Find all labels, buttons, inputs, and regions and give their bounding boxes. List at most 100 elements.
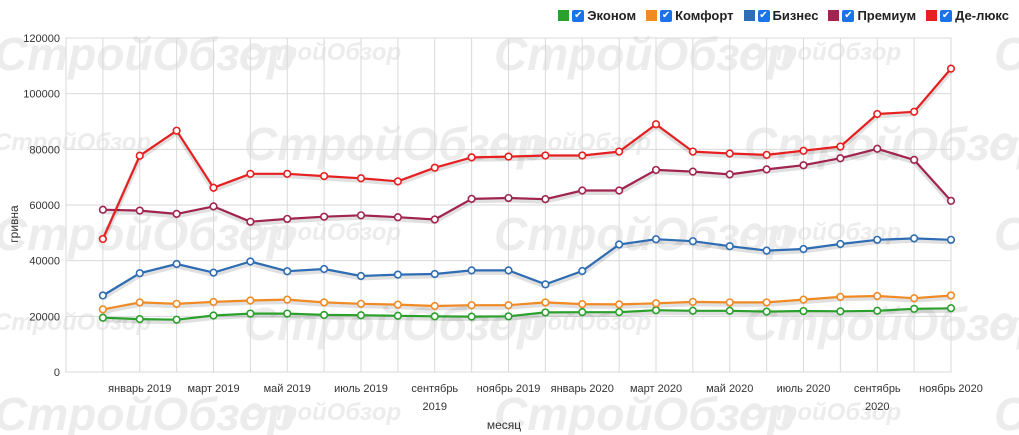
data-point (615, 186, 624, 195)
checkbox-checked-icon[interactable]: ✔ (940, 9, 953, 22)
data-point (688, 237, 697, 246)
watermark-text: СтройОбзор (0, 28, 295, 80)
data-point (209, 311, 218, 320)
y-axis: 0 20000 40000 60000 80000 100000 120000 (23, 33, 60, 379)
data-point (393, 213, 402, 222)
legend: ✔ Эконом ✔ Комфорт ✔ Бизнес ✔ Премиум ✔ … (558, 8, 1009, 23)
data-point (98, 205, 107, 214)
legend-item-biznes[interactable]: ✔ Бизнес (743, 8, 818, 23)
data-point (393, 177, 402, 186)
data-point (98, 313, 107, 322)
checkbox-checked-icon[interactable]: ✔ (572, 9, 585, 22)
watermark-text: СтройОбзор (494, 309, 651, 336)
x-tick-label: январь 2019 (108, 383, 171, 395)
grid-lines (65, 37, 952, 373)
data-point (651, 235, 661, 244)
legend-swatch (828, 10, 840, 21)
data-point (246, 296, 255, 305)
data-point (578, 266, 587, 276)
data-point (873, 144, 882, 153)
legend-swatch (926, 10, 938, 21)
data-point (688, 147, 697, 156)
data-point (209, 202, 218, 211)
series-line (102, 307, 952, 321)
y-tick-label: 40000 (29, 256, 60, 268)
data-point (541, 308, 550, 317)
watermark-text: СтройОбзор (494, 388, 795, 435)
watermark-text: СтройОбзор (994, 309, 1019, 336)
data-point (356, 271, 366, 281)
legend-item-ekonom[interactable]: ✔ Эконом (558, 8, 636, 23)
x-tick-label: март 2019 (187, 383, 239, 395)
y-tick-label: 60000 (29, 200, 60, 212)
data-point (283, 169, 292, 178)
legend-item-premium[interactable]: ✔ Премиум (828, 8, 916, 23)
legend-item-de-lux[interactable]: ✔ Де-люкс (926, 8, 1009, 23)
legend-label: Комфорт (675, 8, 734, 23)
data-point (172, 126, 181, 135)
data-point (135, 269, 144, 278)
legend-item-komfort[interactable]: ✔ Комфорт (646, 8, 734, 23)
watermark-text: СтройОбзор (994, 388, 1019, 435)
data-point (615, 300, 624, 309)
checkbox-checked-icon[interactable]: ✔ (842, 9, 855, 22)
series-Премиум (98, 144, 956, 227)
data-point (578, 308, 587, 317)
y-tick-label: 120000 (23, 33, 60, 45)
data-point (430, 163, 439, 172)
watermark-text: СтройОбзор (494, 208, 795, 260)
data-point (504, 301, 513, 310)
series-line (101, 67, 952, 240)
data-point (320, 212, 329, 221)
data-point (467, 153, 476, 162)
data-point (356, 311, 366, 320)
y-tick-label: 80000 (29, 144, 60, 156)
checkbox-checked-icon[interactable]: ✔ (660, 9, 673, 22)
data-point (504, 152, 513, 161)
data-point (135, 206, 144, 215)
data-point (688, 297, 697, 306)
series-Эконом (98, 304, 956, 325)
data-point (246, 169, 255, 178)
data-point (836, 292, 845, 301)
legend-swatch (558, 10, 570, 21)
data-point (762, 298, 771, 307)
series-line-shadow (102, 295, 952, 314)
watermark-text: СтройОбзор (244, 399, 401, 426)
data-point (873, 306, 882, 315)
data-point (283, 267, 292, 276)
data-point (688, 306, 697, 315)
data-point (578, 299, 587, 309)
data-point (283, 309, 292, 318)
data-point (430, 301, 439, 311)
x-tick-label: сентябрь (411, 383, 458, 395)
watermark-text: СтройОбзор (0, 208, 295, 260)
data-point (356, 211, 366, 220)
data-point (651, 299, 661, 308)
watermark-text: СтройОбзор (744, 298, 1019, 350)
x-tick-label: март 2020 (630, 383, 682, 395)
data-point (762, 150, 771, 159)
checkbox-checked-icon[interactable]: ✔ (757, 9, 770, 22)
data-point (135, 151, 144, 160)
data-point (467, 266, 476, 275)
data-point (651, 306, 661, 315)
data-point (651, 165, 661, 175)
data-point (946, 291, 956, 300)
x-tick-label: июль 2020 (777, 383, 831, 395)
legend-label: Премиум (857, 8, 917, 23)
series-line-shadow (102, 307, 952, 325)
data-point (836, 307, 845, 316)
data-point (725, 306, 734, 315)
watermark-text: СтройОбзор (244, 219, 401, 246)
data-point (320, 298, 329, 307)
data-point (393, 311, 402, 320)
data-point (910, 234, 919, 243)
data-point (393, 300, 402, 309)
data-point (799, 306, 808, 316)
data-point (209, 268, 218, 277)
series-line-shadow (100, 68, 953, 243)
x-tick-label: январь 2020 (551, 383, 614, 395)
data-point (209, 297, 218, 306)
legend-swatch (646, 10, 658, 21)
